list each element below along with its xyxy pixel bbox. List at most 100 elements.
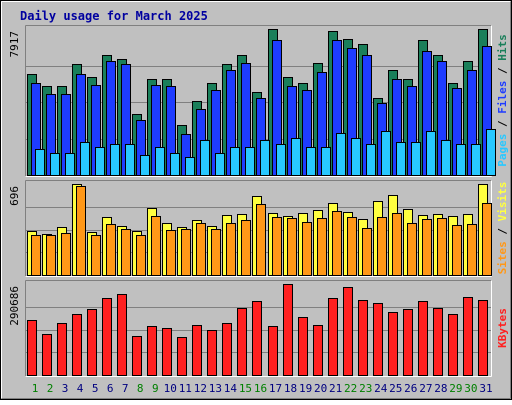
bar-kbytes-day-3 bbox=[57, 323, 67, 376]
bar-sites-day-4 bbox=[76, 186, 86, 276]
bar-sites-day-20 bbox=[317, 218, 327, 276]
bar-sites-day-16 bbox=[256, 204, 266, 276]
bar-kbytes-day-27 bbox=[418, 301, 428, 376]
x-tick-label-day-5: 5 bbox=[92, 382, 99, 395]
bar-sites-day-19 bbox=[302, 222, 312, 276]
x-tick-label-day-2: 2 bbox=[47, 382, 54, 395]
bar-kbytes-day-10 bbox=[162, 328, 172, 376]
legend-separator: / bbox=[496, 61, 509, 81]
bar-kbytes-day-9 bbox=[147, 326, 157, 376]
x-tick-label-day-16: 16 bbox=[254, 382, 267, 395]
bar-sites-day-2 bbox=[46, 235, 56, 276]
bar-kbytes-day-13 bbox=[207, 330, 217, 376]
x-tick-label-day-25: 25 bbox=[389, 382, 402, 395]
bar-sites-day-31 bbox=[482, 203, 492, 276]
bar-kbytes-day-7 bbox=[117, 294, 127, 376]
bar-pages-day-25 bbox=[396, 142, 406, 176]
bar-kbytes-day-15 bbox=[237, 308, 247, 376]
bar-pages-day-20 bbox=[321, 147, 331, 176]
bar-sites-day-22 bbox=[347, 217, 357, 276]
bar-pages-day-16 bbox=[260, 140, 270, 176]
bar-kbytes-day-17 bbox=[268, 326, 278, 376]
x-tick-label-day-19: 19 bbox=[299, 382, 312, 395]
x-tick-label-day-28: 28 bbox=[434, 382, 447, 395]
legend-pages: Pages bbox=[496, 134, 509, 167]
bar-pages-day-17 bbox=[276, 144, 286, 176]
bar-pages-day-8 bbox=[140, 155, 150, 176]
legend-separator: / bbox=[496, 221, 509, 241]
bar-pages-day-2 bbox=[50, 153, 60, 176]
bar-pages-day-5 bbox=[95, 147, 105, 176]
x-tick-label-day-24: 24 bbox=[374, 382, 388, 395]
bar-sites-day-6 bbox=[106, 224, 116, 276]
bar-sites-day-8 bbox=[136, 235, 146, 276]
bar-sites-day-3 bbox=[61, 233, 71, 276]
x-tick-label-day-31: 31 bbox=[479, 382, 492, 395]
bar-kbytes-day-20 bbox=[313, 325, 323, 376]
bar-kbytes-day-5 bbox=[87, 309, 97, 376]
bar-kbytes-day-22 bbox=[343, 287, 353, 376]
bar-kbytes-day-28 bbox=[433, 308, 443, 376]
x-tick-label-day-12: 12 bbox=[194, 382, 207, 395]
bar-pages-day-4 bbox=[80, 142, 90, 176]
y-max-label-visits-sites: 696 bbox=[8, 186, 21, 206]
bar-kbytes-day-29 bbox=[448, 314, 458, 376]
bar-kbytes-day-11 bbox=[177, 337, 187, 376]
bar-pages-day-28 bbox=[441, 140, 451, 176]
bar-sites-day-12 bbox=[196, 223, 206, 276]
bar-sites-day-7 bbox=[121, 229, 131, 276]
bar-pages-day-6 bbox=[110, 144, 120, 176]
x-tick-label-day-26: 26 bbox=[404, 382, 417, 395]
x-tick-label-day-1: 1 bbox=[32, 382, 39, 395]
bar-pages-day-10 bbox=[170, 153, 180, 176]
x-tick-label-day-3: 3 bbox=[62, 382, 69, 395]
bar-kbytes-day-30 bbox=[463, 297, 473, 376]
bar-kbytes-day-18 bbox=[283, 284, 293, 376]
bar-kbytes-day-14 bbox=[222, 323, 232, 376]
bar-pages-day-18 bbox=[291, 138, 301, 176]
bar-pages-day-23 bbox=[366, 144, 376, 176]
bar-kbytes-day-1 bbox=[27, 320, 37, 376]
x-tick-label-day-15: 15 bbox=[239, 382, 252, 395]
bar-kbytes-day-31 bbox=[478, 300, 488, 376]
bar-pages-day-19 bbox=[306, 147, 316, 176]
bar-pages-day-12 bbox=[200, 140, 210, 176]
bar-kbytes-day-19 bbox=[298, 317, 308, 376]
bar-pages-day-15 bbox=[245, 147, 255, 176]
bar-pages-day-22 bbox=[351, 138, 361, 176]
bar-sites-day-25 bbox=[392, 213, 402, 276]
x-tick-label-day-7: 7 bbox=[122, 382, 129, 395]
legend-files: Files bbox=[496, 81, 509, 114]
chart-title: Daily usage for March 2025 bbox=[20, 9, 208, 23]
bar-sites-day-1 bbox=[31, 235, 41, 276]
bar-pages-day-30 bbox=[471, 144, 481, 176]
x-tick-label-day-14: 14 bbox=[224, 382, 238, 395]
bar-pages-day-21 bbox=[336, 133, 346, 176]
x-tick-label-day-29: 29 bbox=[449, 382, 462, 395]
bar-kbytes-day-6 bbox=[102, 298, 112, 376]
bar-sites-day-13 bbox=[211, 229, 221, 276]
y-max-label-kbytes: 290686 bbox=[8, 286, 21, 326]
x-tick-label-day-6: 6 bbox=[107, 382, 114, 395]
bar-sites-day-15 bbox=[241, 220, 251, 276]
bar-sites-day-21 bbox=[332, 211, 342, 276]
legend-sites: Sites bbox=[496, 241, 509, 274]
bar-sites-day-28 bbox=[437, 218, 447, 276]
bar-pages-day-1 bbox=[35, 149, 45, 176]
bar-sites-day-29 bbox=[452, 225, 462, 276]
bar-pages-day-26 bbox=[411, 142, 421, 176]
x-tick-label-day-22: 22 bbox=[344, 382, 357, 395]
bar-pages-day-31 bbox=[486, 129, 496, 176]
bar-sites-day-26 bbox=[407, 223, 417, 276]
legend-separator: / bbox=[496, 114, 509, 134]
y-max-label-pages-files-hits: 7917 bbox=[8, 31, 21, 58]
x-tick-label-day-18: 18 bbox=[284, 382, 297, 395]
bar-sites-day-24 bbox=[377, 217, 387, 276]
bar-pages-day-14 bbox=[230, 147, 240, 176]
bar-sites-day-11 bbox=[181, 229, 191, 276]
side-legend-pages-files-hits: Pages / Files / Hits bbox=[496, 34, 509, 167]
x-tick-label-day-11: 11 bbox=[179, 382, 192, 395]
x-tick-label-day-9: 9 bbox=[152, 382, 159, 395]
